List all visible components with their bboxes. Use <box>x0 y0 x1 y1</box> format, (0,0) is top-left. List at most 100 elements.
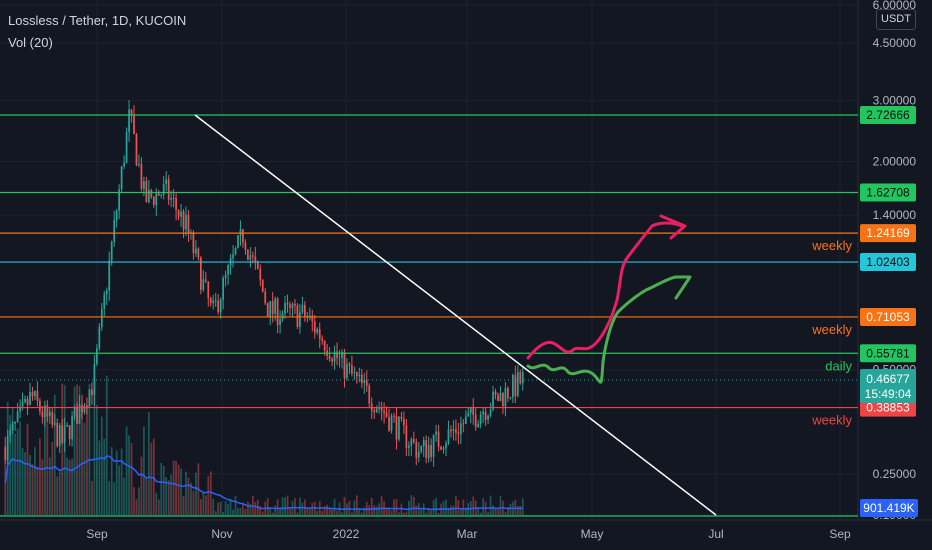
time-tick-label: Jul <box>708 527 723 541</box>
volume-bar <box>170 474 173 515</box>
level-price-tag <box>860 224 916 243</box>
candle-body <box>175 198 177 211</box>
time-tick-label: Sep <box>86 527 108 541</box>
volume-bar <box>360 512 363 515</box>
volume-bar <box>118 465 121 515</box>
candle-body <box>73 407 76 417</box>
candle-body <box>185 214 187 230</box>
volume-bar <box>138 487 140 515</box>
candle-body <box>48 411 51 417</box>
candle-body <box>105 290 108 295</box>
volume-bar <box>363 507 366 515</box>
volume-bar <box>306 508 309 515</box>
candle-body <box>222 278 225 300</box>
volume-bar <box>477 507 480 515</box>
price-tick-label: 4.50000 <box>873 36 917 50</box>
volume-bar <box>120 448 123 515</box>
candle-body <box>125 131 128 163</box>
volume-bar <box>331 509 333 515</box>
candle-body <box>39 400 41 412</box>
volume-bar <box>98 440 101 515</box>
level-note-label: weekly <box>811 238 852 253</box>
volume-bar <box>323 506 326 515</box>
candle-body <box>482 411 485 415</box>
candle-body <box>128 109 130 132</box>
candle-body <box>355 372 358 377</box>
volume-bar <box>254 502 257 515</box>
volume-bar <box>204 495 207 515</box>
candle-body <box>76 407 78 424</box>
volume-bar <box>14 433 17 515</box>
symbol-title[interactable]: Lossless / Tether, 1D, KUCOIN <box>8 13 187 28</box>
chart-legend: Lossless / Tether, 1D, KUCOIN Vol (20) <box>8 10 186 54</box>
candle-body <box>212 300 215 304</box>
candle-body <box>395 416 398 440</box>
volume-bar <box>487 512 489 515</box>
volume-bar <box>110 447 113 515</box>
volume-bar <box>516 506 519 515</box>
candle-body <box>177 210 180 217</box>
candle-body <box>358 374 361 377</box>
currency-label[interactable]: USDT <box>876 9 916 30</box>
candle-body <box>242 229 244 243</box>
volume-bar <box>128 435 130 515</box>
candle-body <box>346 363 348 379</box>
candle-body <box>284 302 286 314</box>
volume-bar <box>180 468 182 515</box>
volume-bar <box>34 447 36 515</box>
volume-bar <box>202 491 205 515</box>
candle-body <box>504 387 507 407</box>
candle-body <box>341 352 343 358</box>
volume-bar <box>427 509 430 515</box>
volume-bar <box>36 466 39 515</box>
candle-body <box>120 166 123 190</box>
candle-body <box>269 301 272 317</box>
volume-bar <box>160 463 163 515</box>
volume-bar <box>217 502 220 515</box>
candlesticks <box>4 100 524 467</box>
candle-body <box>199 257 202 291</box>
volume-bar <box>497 509 499 515</box>
volume-bar <box>61 383 64 515</box>
candle-body <box>100 308 103 328</box>
candle-body <box>410 439 413 446</box>
volume-indicator-label[interactable]: Vol (20) <box>8 35 53 50</box>
volume-bar <box>46 409 49 515</box>
candle-body <box>19 406 21 412</box>
candle-body <box>16 411 19 422</box>
candle-body <box>232 254 234 259</box>
volume-bar <box>447 508 450 515</box>
candle-body <box>83 405 86 413</box>
volume-bar <box>519 505 522 515</box>
candle-body <box>415 442 418 458</box>
candle-body <box>519 372 522 384</box>
volume-bar <box>410 495 413 515</box>
volume-bar <box>301 502 304 515</box>
time-axis: Sep Nov 2022 Mar May Jul Sep <box>86 527 851 541</box>
candle-body <box>147 189 150 202</box>
volume-bar <box>4 461 7 515</box>
volume-bar <box>407 500 410 515</box>
candle-body <box>509 397 512 399</box>
projection-paths <box>526 214 692 384</box>
volume-bar <box>95 404 98 515</box>
candle-body <box>511 375 514 398</box>
volume-bar <box>24 452 26 515</box>
candle-body <box>192 232 195 254</box>
candle-body <box>403 418 405 426</box>
candle-body <box>56 422 59 447</box>
volume-bar <box>425 512 428 515</box>
volume-bar <box>274 505 277 515</box>
candle-body <box>133 114 135 134</box>
volume-bar <box>450 505 452 515</box>
candle-body <box>494 391 497 395</box>
volume-bar <box>182 495 185 515</box>
candle-body <box>427 445 430 458</box>
candle-body <box>497 394 499 402</box>
candle-body <box>138 164 140 166</box>
volume-bar <box>147 412 150 515</box>
volume-bar <box>286 495 289 515</box>
time-tick-label: May <box>581 527 604 541</box>
volume-bar <box>326 504 329 515</box>
